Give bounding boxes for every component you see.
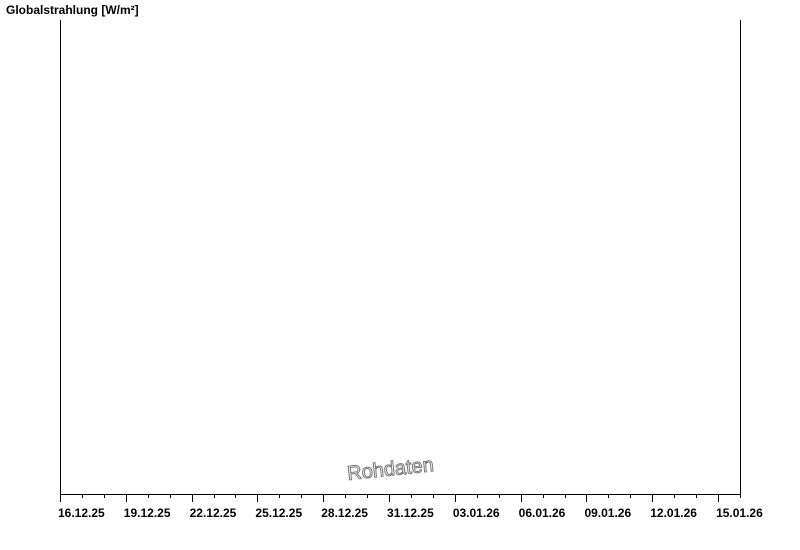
x-tick-label: 19.12.25 [124, 506, 171, 520]
x-tick-label: 06.01.26 [519, 506, 566, 520]
x-tick-label: 15.01.26 [716, 506, 763, 520]
x-tick-label: 28.12.25 [321, 506, 368, 520]
x-tick-label: 31.12.25 [387, 506, 434, 520]
x-tick-label: 03.01.26 [453, 506, 500, 520]
watermark: Rohdaten [346, 454, 435, 485]
x-tick-label: 22.12.25 [190, 506, 237, 520]
y-axis-title: Globalstrahlung [W/m²] [6, 3, 139, 17]
x-tick-label: 16.12.25 [58, 506, 105, 520]
x-ticks: 16.12.25 19.12.25 22.12.25 25.12.25 28.12.25… [58, 494, 763, 520]
x-tick-label: 12.01.26 [650, 506, 697, 520]
x-tick-label: 25.12.25 [255, 506, 302, 520]
x-tick-label: 09.01.26 [584, 506, 631, 520]
